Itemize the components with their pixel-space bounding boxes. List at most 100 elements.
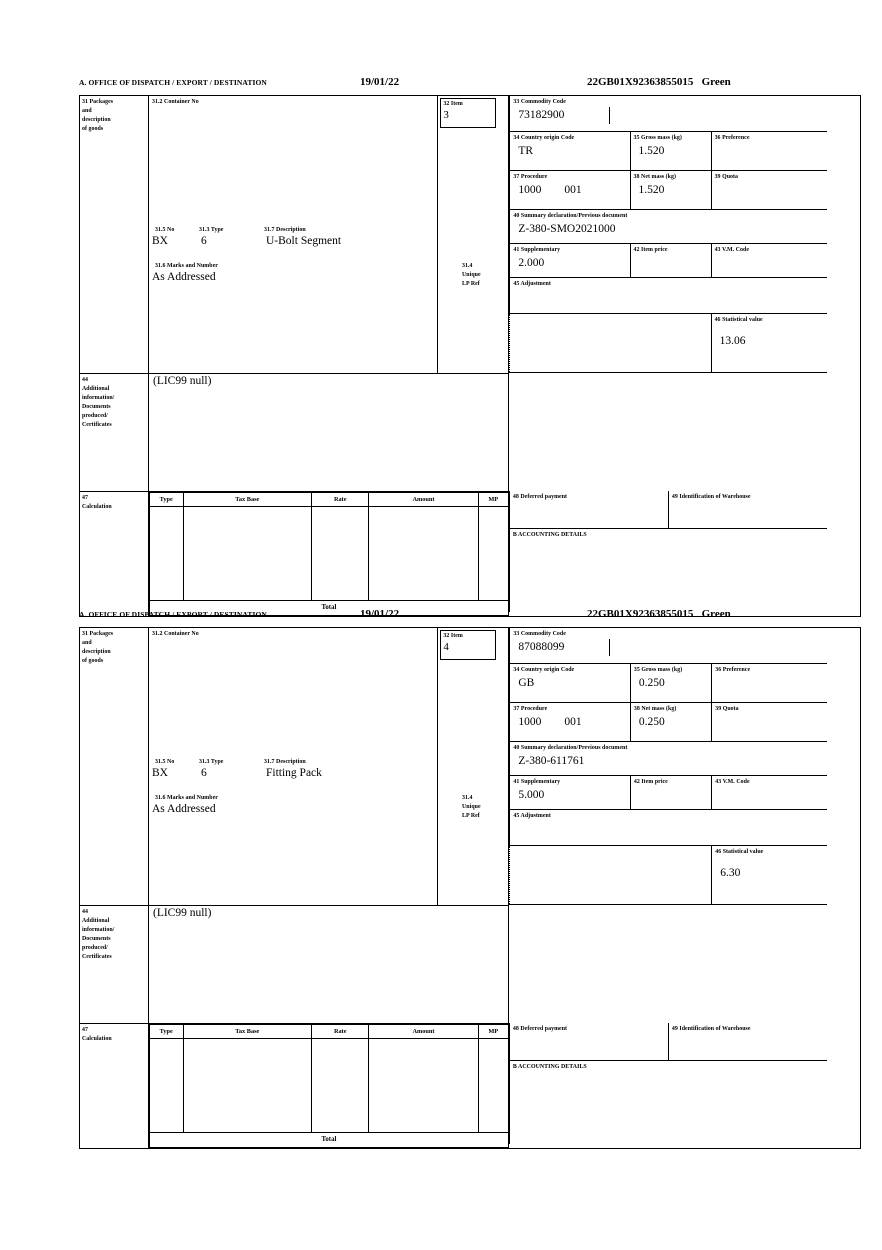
box-46-statistical-value[interactable]: 46 Statistical value 6.30 <box>711 845 828 905</box>
box-31-7-description-value: Fitting Pack <box>266 767 322 779</box>
box-46-statistical-value[interactable]: 46 Statistical value 13.06 <box>710 313 828 373</box>
box-43-vm-code[interactable]: 43 V.M. Code <box>711 775 828 810</box>
box-45-adjustment[interactable]: 45 Adjustment <box>509 277 828 314</box>
box-37-procedure[interactable]: 37 Procedure 1000 001 <box>509 702 631 742</box>
right-column-table: 33 Commodity Code 87088099 34 Country or… <box>509 628 828 905</box>
calc-row[interactable] <box>149 1037 509 1133</box>
box-37-procedure[interactable]: 37 Procedure 1000 001 <box>509 170 631 210</box>
box-37-value: 1000 001 <box>518 184 582 197</box>
calc-cell-amount[interactable] <box>368 1037 479 1133</box>
box-34-country-origin-code[interactable]: 34 Country origin Code TR <box>509 131 631 171</box>
box-48-label: 48 Deferred payment <box>512 494 568 500</box>
box-37-label: 37 Procedure <box>513 706 548 712</box>
box-38-label: 38 Net mass (kg) <box>633 174 677 180</box>
calc-cell-mp[interactable] <box>477 505 509 601</box>
box-31-6-marks-value: As Addressed <box>152 271 216 283</box>
box-37-value: 1000 001 <box>518 716 582 729</box>
box-31-3-type-label: 31.3 Type <box>199 227 224 233</box>
box-35-gross-mass[interactable]: 35 Gross mass (kg) 0.250 <box>629 663 713 703</box>
box-32-item-label: 32 Item <box>443 633 463 639</box>
box-44-value: (LIC99 null) <box>153 906 212 919</box>
box-49-identification-of-warehouse[interactable]: 49 Identification of Warehouse <box>667 1023 827 1061</box>
box-49-identification-of-warehouse[interactable]: 49 Identification of Warehouse <box>667 491 827 529</box>
box-44-additional-information[interactable]: (LIC99 null) <box>147 372 510 492</box>
calc-cell-tax-base[interactable] <box>182 1037 313 1133</box>
calc-cell-type[interactable] <box>149 1037 184 1133</box>
right-column-cell: 33 Commodity Code 73182900 34 Country or… <box>509 96 861 373</box>
box-b-accounting-details[interactable]: B ACCOUNTING DETAILS <box>508 528 827 612</box>
deferred-warehouse-table: 48 Deferred payment 49 Identification of… <box>508 491 827 612</box>
box-41-supplementary[interactable]: 41 Supplementary 2.000 <box>509 243 631 278</box>
calc-row[interactable] <box>149 505 509 601</box>
box-36-preference[interactable]: 36 Preference <box>710 131 828 171</box>
box-40-summary-declaration[interactable]: 40 Summary declaration/Previous document… <box>509 209 828 244</box>
box-40-label: 40 Summary declaration/Previous document <box>513 745 628 751</box>
sad-form-item-4: A. OFFICE OF DISPATCH / EXPORT / DESTINA… <box>79 608 861 1149</box>
box-44-caption: 44 Additional information/ Documents pro… <box>82 908 115 961</box>
calc-cell-type[interactable] <box>149 505 184 601</box>
box-46-label: 46 Statistical value <box>715 849 764 855</box>
box-39-value <box>712 182 828 184</box>
box-44-right-spacer <box>509 373 861 491</box>
box-32-item-label: 32 Item <box>443 101 463 107</box>
calc-cell-rate[interactable] <box>311 505 370 601</box>
box-32-item-box: 32 Item 4 <box>440 630 497 660</box>
box-48-deferred-payment[interactable]: 48 Deferred payment <box>508 1023 669 1061</box>
box-45-value <box>510 289 827 291</box>
box-35-gross-mass[interactable]: 35 Gross mass (kg) 1.520 <box>629 131 712 171</box>
box-42-item-price[interactable]: 42 Item price <box>629 243 712 278</box>
box-43-vm-code[interactable]: 43 V.M. Code <box>710 243 828 278</box>
box-31-packages-cell[interactable]: 31.2 Container No 31.5 No 31.3 Type 31.7… <box>147 95 481 374</box>
right-column-cell: 33 Commodity Code 87088099 34 Country or… <box>509 628 861 905</box>
box-46-label: 46 Statistical value <box>714 317 763 323</box>
box-44-additional-information[interactable]: (LIC99 null) <box>147 904 510 1024</box>
box-31-2-container-no-value <box>149 639 437 641</box>
calc-header-mp: MP <box>477 1023 509 1039</box>
sad-form-item-3: A. OFFICE OF DISPATCH / EXPORT / DESTINA… <box>79 76 861 617</box>
calc-header-tax-base: Tax Base <box>182 491 313 507</box>
calc-cell-amount[interactable] <box>368 505 479 601</box>
box-48-value <box>510 1034 668 1036</box>
calc-cell-rate[interactable] <box>311 1037 370 1133</box>
calc-cell-tax-base[interactable] <box>182 505 313 601</box>
box-38-net-mass[interactable]: 38 Net mass (kg) 1.520 <box>629 170 712 210</box>
box-44-right-spacer <box>509 905 861 1023</box>
box-b-accounting-details[interactable]: B ACCOUNTING DETAILS <box>508 1060 827 1144</box>
box-32-item-cell: 32 Item 4 <box>437 627 510 906</box>
box-45-dotted-area <box>509 845 713 905</box>
box-39-quota[interactable]: 39 Quota <box>711 702 828 742</box>
box-40-value: Z-380-SMO2021000 <box>518 223 616 236</box>
box-43-label: 43 V.M. Code <box>715 779 750 785</box>
calc-cell-mp[interactable] <box>477 1037 509 1133</box>
box-38-net-mass[interactable]: 38 Net mass (kg) 0.250 <box>629 702 713 742</box>
box-44-caption-cell: 44 Additional information/ Documents pro… <box>79 904 149 1024</box>
box-33-commodity-code[interactable]: 33 Commodity Code 73182900 <box>509 96 828 132</box>
box-48-deferred-payment[interactable]: 48 Deferred payment <box>508 491 669 529</box>
box-36-preference[interactable]: 36 Preference <box>711 663 828 703</box>
box-31-3-type-label: 31.3 Type <box>199 759 224 765</box>
declaration-date: 19/01/22 <box>360 608 400 620</box>
box-45-adjustment[interactable]: 45 Adjustment <box>509 809 828 846</box>
box-49-label: 49 Identification of Warehouse <box>671 1026 751 1032</box>
box-40-summary-declaration[interactable]: 40 Summary declaration/Previous document… <box>509 741 828 776</box>
box-31-5-no-label: 31.5 No <box>155 759 175 765</box>
office-of-dispatch-label: A. OFFICE OF DISPATCH / EXPORT / DESTINA… <box>79 78 267 87</box>
box-31-2-container-no-value <box>149 107 437 109</box>
box-33-commodity-code[interactable]: 33 Commodity Code 87088099 <box>509 628 828 664</box>
box-34-label: 34 Country origin Code <box>513 135 575 141</box>
box-31-caption-cell: 31 Packages and description of goods <box>79 95 149 374</box>
box-41-supplementary[interactable]: 41 Supplementary 5.000 <box>509 775 631 810</box>
box-31-packages-cell[interactable]: 31.2 Container No 31.5 No 31.3 Type 31.7… <box>147 627 481 906</box>
box-41-label: 41 Supplementary <box>513 247 561 253</box>
box-34-country-origin-code[interactable]: 34 Country origin Code GB <box>509 663 631 703</box>
box-44-caption-cell: 44 Additional information/ Documents pro… <box>79 372 149 492</box>
movement-reference-number: 22GB01X92363855015 Green <box>587 608 731 620</box>
box-39-quota[interactable]: 39 Quota <box>710 170 828 210</box>
box-42-value <box>631 787 711 789</box>
box-31-6-marks-label: 31.6 Marks and Number <box>155 795 218 801</box>
box-49-value <box>669 502 827 504</box>
box-42-item-price[interactable]: 42 Item price <box>629 775 713 810</box>
box-34-value: GB <box>518 677 535 690</box>
box-45-label: 45 Adjustment <box>513 813 551 819</box>
box-34-label: 34 Country origin Code <box>513 667 575 673</box>
